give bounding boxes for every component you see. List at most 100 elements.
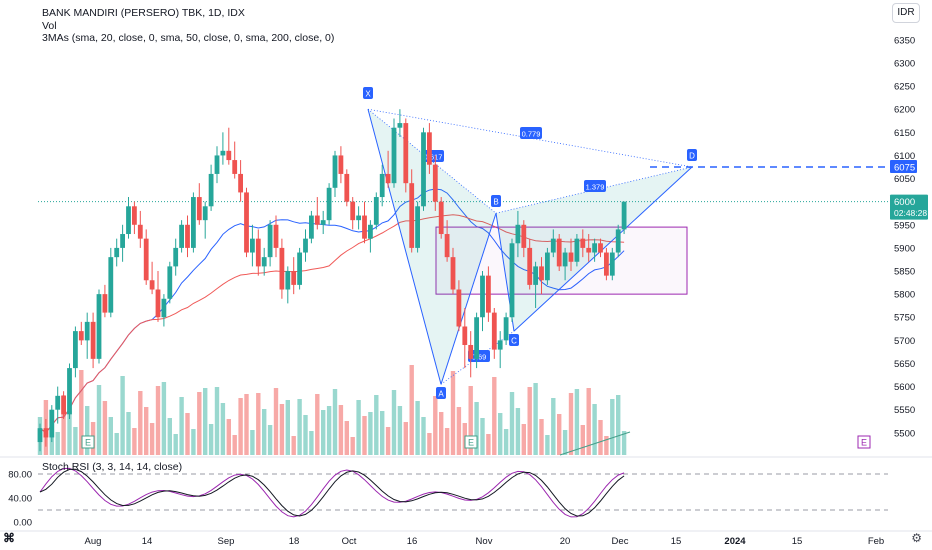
candle-body (539, 266, 544, 281)
volume-bar (114, 433, 119, 455)
volume-bar (55, 432, 60, 455)
price-axis-tick: 6200 (894, 105, 915, 116)
time-axis-tick: Sep (218, 536, 235, 547)
candle-body (214, 155, 220, 174)
stoch-rsi-layer (38, 467, 888, 518)
volume-bar (521, 424, 526, 455)
volume-bar (610, 399, 615, 455)
volume-bar (551, 398, 556, 455)
candle-body (368, 224, 373, 239)
pattern-point-x-label: X (365, 90, 371, 99)
candle-body (202, 206, 208, 221)
candle-body (556, 238, 562, 267)
price-axis-tick: 5850 (894, 267, 915, 278)
stoch-rsi-legend[interactable]: Stoch RSI (3, 3, 14, 14, close) (42, 461, 183, 473)
candle-body (43, 428, 49, 438)
pattern-point-b-badge (491, 195, 501, 207)
candle-body (462, 326, 468, 345)
volume-bar (468, 386, 473, 455)
candle-body (491, 312, 497, 350)
volume-bar (220, 403, 226, 455)
volume-bar (144, 407, 149, 455)
price-axis-tick: 6300 (894, 58, 915, 69)
volume-bar (557, 414, 562, 455)
volume-bar (167, 418, 172, 455)
stoch-d-line (39, 468, 625, 517)
candle-body (391, 127, 397, 184)
volume-bar (621, 431, 627, 455)
volume-bar (503, 429, 509, 455)
candle-body (592, 243, 597, 253)
settings-gear-icon[interactable]: ⚙ (911, 531, 922, 545)
volume-bar (574, 389, 580, 455)
ma-legend[interactable]: 3MAs (sma, 20, close, 0, sma, 50, close,… (42, 32, 335, 44)
candle-body (314, 215, 320, 225)
earnings-marker-label: E (468, 438, 474, 448)
volume-bar (456, 407, 462, 455)
volume-bar (545, 435, 550, 455)
volume-bar (185, 413, 190, 455)
volume-legend[interactable]: Vol (42, 20, 57, 32)
candle-body (255, 238, 261, 267)
stoch-axis-tick: 80.00 (8, 470, 32, 481)
candle-body (291, 271, 297, 285)
candle-body (379, 173, 385, 198)
volume-bar (179, 397, 184, 455)
last-price-tag (890, 194, 928, 220)
pattern-ratio-label: 0.617 (424, 153, 443, 162)
volume-bar (262, 409, 267, 455)
candle-body (356, 215, 361, 221)
price-axis-tick: 5750 (894, 313, 915, 324)
pattern-ratio-line (495, 166, 693, 214)
volume-bar (291, 436, 296, 455)
volume-bar (580, 425, 585, 455)
volume-bar (332, 389, 338, 455)
volume-bar (303, 415, 308, 455)
candle-body (208, 173, 214, 207)
volume-bar (132, 428, 137, 455)
candle-body (550, 238, 556, 253)
axis-layer: 80.0040.000.0063506300625062006150610060… (8, 35, 928, 547)
pattern-point-b-label: B (493, 198, 498, 207)
candle-body (167, 266, 173, 299)
volume-bar (533, 383, 538, 455)
volume-bar (498, 413, 503, 455)
price-axis-tick: 6250 (894, 82, 915, 93)
volume-bar (433, 396, 438, 455)
candle-body (344, 173, 350, 202)
candle-body (244, 192, 249, 253)
pattern-point-a-label: A (438, 390, 444, 399)
volume-bar (403, 422, 408, 455)
volume-bar (397, 406, 403, 455)
candle-body (161, 298, 167, 318)
candle-body (67, 368, 72, 415)
earnings-marker-label: E (85, 438, 91, 448)
volume-bar (344, 421, 349, 455)
candle-body (73, 331, 78, 369)
volume-bar (427, 433, 432, 455)
pattern-ratio-line (367, 108, 497, 214)
candle-body (427, 132, 432, 165)
candle-body (179, 224, 184, 248)
time-axis-tick: Nov (476, 536, 493, 547)
symbol-title[interactable]: BANK MANDIRI (PERSERO) TBK, 1D, IDX (42, 7, 245, 19)
target-price-text: 6075 (894, 163, 915, 174)
candle-body (545, 252, 550, 281)
earnings-marker (81, 435, 95, 449)
candle-body (350, 201, 356, 221)
candle-body (84, 321, 90, 341)
candle-body (468, 344, 474, 359)
candle-body (527, 247, 533, 285)
tradingview-logo-icon[interactable]: ⌘ (3, 531, 15, 545)
candle-body (580, 238, 586, 248)
volume-bar (338, 405, 344, 455)
bar-countdown-text: 02:48:28 (894, 208, 927, 218)
candle-body (273, 224, 279, 248)
volume-bar (250, 430, 255, 455)
candle-body (586, 247, 592, 253)
volume-bar (486, 434, 491, 455)
currency-button[interactable]: IDR (892, 3, 920, 23)
earnings-marker (857, 435, 871, 449)
candle-body (267, 224, 273, 258)
